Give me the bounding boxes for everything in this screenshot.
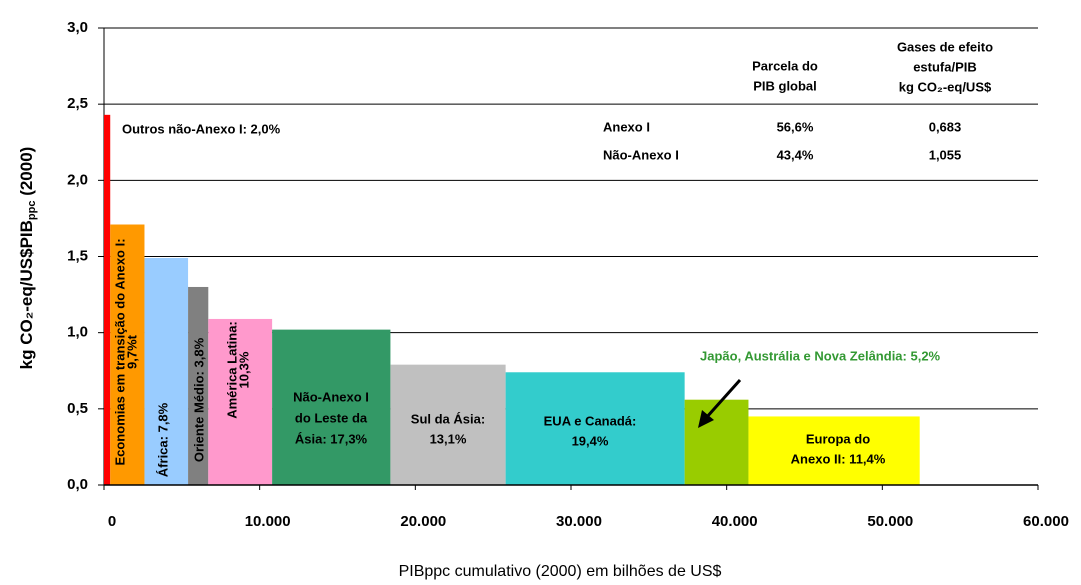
bar-label: 9,7%t bbox=[124, 334, 139, 369]
y-axis-title-part: (2000) bbox=[17, 147, 36, 201]
bar-label: 13,1% bbox=[430, 431, 467, 446]
x-tick-label: 10.000 bbox=[245, 513, 291, 530]
x-tick-label: 40.000 bbox=[712, 513, 758, 530]
x-tick-label: 50.000 bbox=[867, 513, 913, 530]
annotation-arrowhead bbox=[698, 410, 714, 428]
bar-label: do Leste da bbox=[295, 410, 368, 425]
bar-label: Anexo II: 11,4% bbox=[791, 451, 886, 466]
bar bbox=[144, 258, 189, 485]
bar bbox=[272, 329, 391, 485]
table-cell: 56,6% bbox=[777, 119, 814, 134]
bar-label: América Latina: bbox=[224, 321, 239, 419]
bar bbox=[748, 416, 920, 485]
bar-label: Sul da Ásia: bbox=[411, 411, 485, 426]
y-tick-label: 2,0 bbox=[67, 171, 88, 188]
bar-label: Europa do bbox=[806, 431, 870, 446]
x-tick-label: 60.000 bbox=[1023, 513, 1069, 530]
bar bbox=[104, 114, 111, 485]
bar-label: Ásia: 17,3% bbox=[295, 431, 368, 446]
y-axis-title-part: kg CO₂-eq/US$PIB bbox=[17, 220, 36, 369]
annotation-arrow bbox=[704, 378, 742, 420]
x-tick-label: 20.000 bbox=[400, 513, 446, 530]
x-axis-title: PIBppc cumulativo (2000) em bilhões de U… bbox=[399, 563, 722, 580]
table-cell: 0,683 bbox=[929, 119, 962, 134]
bar-label: África: 7,8% bbox=[155, 402, 170, 477]
bar bbox=[505, 372, 685, 485]
y-tick-label: 0,5 bbox=[67, 400, 88, 417]
bar-label: Oriente Médio: 3,8% bbox=[191, 337, 206, 462]
y-tick-label: 1,5 bbox=[67, 247, 88, 264]
table-header: Parcela do bbox=[752, 58, 818, 73]
bar bbox=[188, 286, 209, 485]
y-tick-label: 1,0 bbox=[67, 324, 88, 341]
y-axis-title-sub: ppc bbox=[26, 201, 38, 221]
y-tick-label: 0,0 bbox=[67, 476, 88, 493]
table-header: Gases de efeito bbox=[897, 39, 993, 54]
table-cell: Não-Anexo I bbox=[603, 147, 679, 162]
bar bbox=[684, 399, 749, 485]
bar-label: Economias em transição do Anexo I: bbox=[112, 238, 127, 465]
x-tick-label: 0 bbox=[108, 513, 116, 530]
bar-label: 19,4% bbox=[572, 433, 609, 448]
bar bbox=[390, 364, 506, 485]
table-header: PIB global bbox=[753, 78, 817, 93]
table-header: kg CO₂-eq/US$ bbox=[899, 79, 992, 94]
table-cell: 1,055 bbox=[929, 147, 962, 162]
table-cell: 43,4% bbox=[777, 147, 814, 162]
bar bbox=[208, 318, 273, 485]
bar-label: EUA e Canadá: bbox=[544, 413, 637, 428]
table-header: estufa/PIB bbox=[913, 59, 977, 74]
x-tick-label: 30.000 bbox=[556, 513, 602, 530]
y-tick-label: 3,0 bbox=[67, 19, 88, 36]
bar-label: Outros não-Anexo I: 2,0% bbox=[122, 121, 281, 136]
table-cell: Anexo I bbox=[603, 119, 650, 134]
bar-label: Não-Anexo I bbox=[293, 389, 369, 404]
y-axis-title: kg CO₂-eq/US$PIBppc (2000) bbox=[17, 147, 37, 370]
bar-label: Japão, Austrália e Nova Zelândia: 5,2% bbox=[700, 348, 941, 363]
y-tick-label: 2,5 bbox=[67, 95, 88, 112]
bar bbox=[110, 224, 145, 485]
bar-label: 10,3% bbox=[236, 351, 251, 388]
